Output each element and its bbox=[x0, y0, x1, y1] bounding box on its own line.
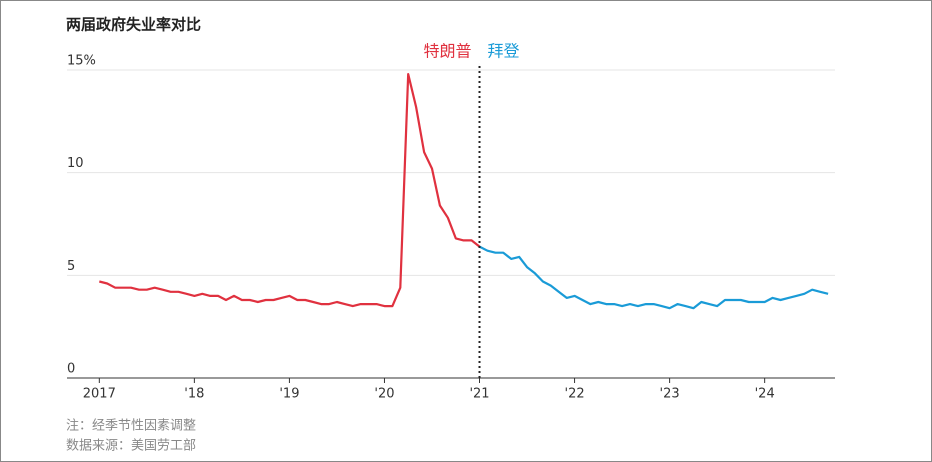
note: 数据来源：美国劳工部 bbox=[66, 438, 196, 454]
series-label: 特朗普 bbox=[423, 42, 471, 61]
series-line bbox=[99, 73, 481, 308]
y-tick-label: 5 bbox=[67, 259, 75, 274]
x-tick-label: 2017 bbox=[83, 387, 116, 402]
series-label: 拜登 bbox=[488, 42, 520, 61]
x-tick-label: '24 bbox=[755, 387, 775, 402]
series-line bbox=[478, 245, 829, 310]
x-tick-label: '21 bbox=[469, 387, 489, 402]
x-tick-label: '20 bbox=[374, 387, 394, 402]
y-tick-label: 0 bbox=[67, 362, 75, 377]
x-tick-label: '22 bbox=[565, 387, 585, 402]
x-tick-label: '23 bbox=[660, 387, 680, 402]
note: 注：经季节性因素调整 bbox=[66, 419, 196, 434]
x-tick-label: '18 bbox=[184, 387, 204, 402]
y-tick-label: 15% bbox=[67, 54, 96, 69]
x-tick-label: '19 bbox=[279, 387, 299, 402]
chart-title: 两届政府失业率对比 bbox=[66, 16, 201, 34]
y-tick-label: 10 bbox=[67, 156, 84, 171]
